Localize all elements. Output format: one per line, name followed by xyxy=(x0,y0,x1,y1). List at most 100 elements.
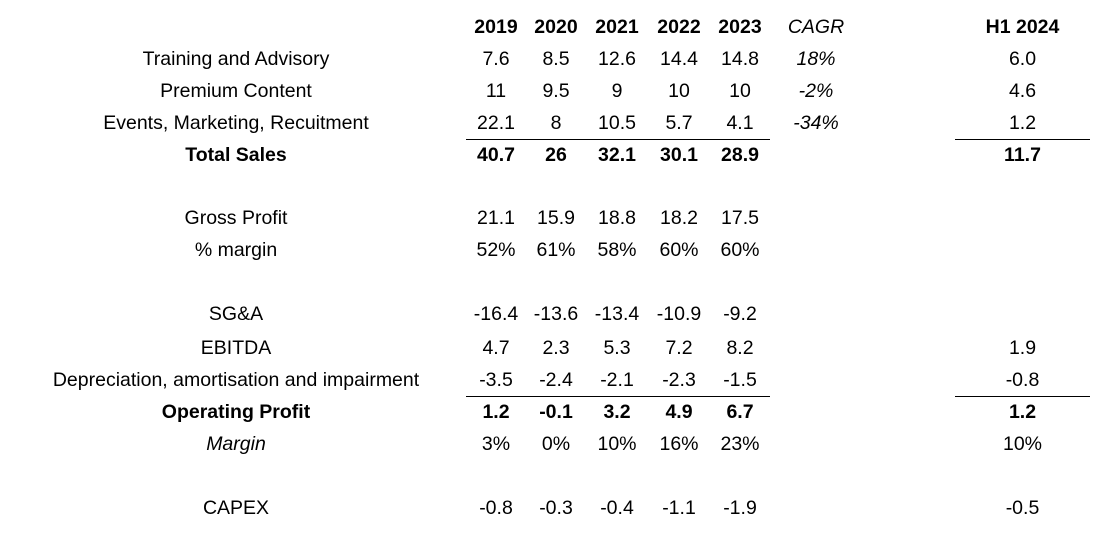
value-2023: 23% xyxy=(720,433,760,455)
value-cagr: -34% xyxy=(793,112,839,134)
table-row-ebitda: EBITDA 4.7 2.3 5.3 7.2 8.2 1.9 xyxy=(0,333,1114,363)
value-2022: 5.7 xyxy=(665,112,693,134)
value-2019: 11 xyxy=(485,80,507,102)
value-2021: 12.6 xyxy=(598,48,636,70)
row-label: % margin xyxy=(194,239,278,261)
value-2022: 16% xyxy=(659,433,699,455)
value-2021: 3.2 xyxy=(603,401,631,423)
value-2021: 18.8 xyxy=(598,207,636,229)
value-2020: 61% xyxy=(536,239,576,261)
row-label: Total Sales xyxy=(185,144,287,166)
value-2021: -13.4 xyxy=(594,303,640,325)
value-2019: 1.2 xyxy=(482,401,510,423)
operating-profit-rule-h1 xyxy=(955,396,1090,397)
value-2023: 14.8 xyxy=(721,48,759,70)
value-h1-2024: 10% xyxy=(1002,433,1043,455)
value-h1-2024: 11.7 xyxy=(1004,144,1041,166)
value-2023: 4.1 xyxy=(726,112,754,134)
column-header-cagr: CAGR xyxy=(787,16,845,38)
value-cagr: -2% xyxy=(798,80,834,102)
value-2023: 10 xyxy=(729,80,751,102)
value-2021: 5.3 xyxy=(603,337,631,359)
row-label: SG&A xyxy=(208,303,264,325)
value-2021: 10% xyxy=(597,433,637,455)
value-2022: 4.9 xyxy=(665,401,693,423)
value-2020: 2.3 xyxy=(542,337,570,359)
value-h1-2024: 4.6 xyxy=(1008,80,1037,102)
column-header-2021: 2021 xyxy=(595,16,639,38)
row-label: Events, Marketing, Recuitment xyxy=(103,112,369,134)
table-row-events-marketing: Events, Marketing, Recuitment 22.1 8 10.… xyxy=(0,108,1114,138)
value-2020: 0% xyxy=(541,433,571,455)
column-header-2019: 2019 xyxy=(474,16,518,38)
row-label: Premium Content xyxy=(160,80,312,102)
column-header-2022: 2022 xyxy=(657,16,701,38)
value-2023: -9.2 xyxy=(723,303,757,325)
value-2021: -0.4 xyxy=(600,497,634,519)
row-label: Gross Profit xyxy=(184,207,288,229)
value-2019: -16.4 xyxy=(473,303,519,325)
value-2020: -0.1 xyxy=(539,401,573,423)
column-header-2023: 2023 xyxy=(718,16,762,38)
value-h1-2024: 6.0 xyxy=(1008,48,1037,70)
value-cagr: 18% xyxy=(796,48,836,70)
column-header-h1-2024: H1 2024 xyxy=(985,16,1060,38)
value-2022: 60% xyxy=(659,239,699,261)
value-2020: 26 xyxy=(545,144,567,166)
value-2021: 32.1 xyxy=(598,144,636,166)
value-2019: 52% xyxy=(476,239,516,261)
value-2020: 8 xyxy=(550,112,562,134)
value-2023: 6.7 xyxy=(726,401,754,423)
row-label: Training and Advisory xyxy=(142,48,330,70)
value-2022: -2.3 xyxy=(662,369,696,391)
value-h1-2024: 1.2 xyxy=(1008,401,1037,423)
table-row-depreciation: Depreciation, amortisation and impairmen… xyxy=(0,365,1114,395)
row-label: Operating Profit xyxy=(161,401,311,423)
value-2021: 10.5 xyxy=(598,112,636,134)
value-2023: 8.2 xyxy=(726,337,754,359)
table-row-capex: CAPEX -0.8 -0.3 -0.4 -1.1 -1.9 -0.5 xyxy=(0,493,1114,523)
row-label: Margin xyxy=(206,433,266,455)
table-row-premium-content: Premium Content 11 9.5 9 10 10 -2% 4.6 xyxy=(0,76,1114,106)
value-2022: -1.1 xyxy=(662,497,696,519)
total-sales-rule-h1 xyxy=(955,139,1090,140)
table-row-total-sales: Total Sales 40.7 26 32.1 30.1 28.9 11.7 xyxy=(0,140,1114,170)
value-2020: -2.4 xyxy=(539,369,573,391)
value-2020: 8.5 xyxy=(542,48,570,70)
value-2019: 3% xyxy=(481,433,511,455)
value-2019: 7.6 xyxy=(482,48,510,70)
value-2022: 14.4 xyxy=(660,48,698,70)
value-2023: -1.5 xyxy=(723,369,757,391)
table-row-operating-profit: Operating Profit 1.2 -0.1 3.2 4.9 6.7 1.… xyxy=(0,397,1114,427)
value-h1-2024: 1.9 xyxy=(1008,337,1037,359)
value-2019: -0.8 xyxy=(479,497,513,519)
table-row-gross-profit: Gross Profit 21.1 15.9 18.8 18.2 17.5 xyxy=(0,203,1114,233)
value-2021: 9 xyxy=(611,80,623,102)
value-2020: 9.5 xyxy=(542,80,570,102)
value-2022: 7.2 xyxy=(665,337,693,359)
value-2020: -13.6 xyxy=(533,303,579,325)
row-label: CAPEX xyxy=(202,497,270,519)
table-row-gross-margin: % margin 52% 61% 58% 60% 60% xyxy=(0,235,1114,265)
table-row-training-advisory: Training and Advisory 7.6 8.5 12.6 14.4 … xyxy=(0,44,1114,74)
value-h1-2024: 1.2 xyxy=(1008,112,1037,134)
row-label: EBITDA xyxy=(200,337,272,359)
value-2022: 30.1 xyxy=(660,144,698,166)
value-2023: -1.9 xyxy=(723,497,757,519)
value-2022: -10.9 xyxy=(656,303,702,325)
value-2023: 28.9 xyxy=(721,144,759,166)
value-2019: 4.7 xyxy=(482,337,510,359)
column-header-2020: 2020 xyxy=(534,16,578,38)
value-2021: -2.1 xyxy=(600,369,634,391)
value-2021: 58% xyxy=(597,239,637,261)
row-label: Depreciation, amortisation and impairmen… xyxy=(52,369,420,391)
value-2022: 18.2 xyxy=(660,207,698,229)
value-h1-2024: -0.5 xyxy=(1005,497,1040,519)
value-2019: 21.1 xyxy=(477,207,515,229)
table-row-sga: SG&A -16.4 -13.6 -13.4 -10.9 -9.2 xyxy=(0,299,1114,329)
value-h1-2024: -0.8 xyxy=(1005,369,1040,391)
value-2020: -0.3 xyxy=(539,497,573,519)
value-2020: 15.9 xyxy=(537,207,575,229)
value-2019: -3.5 xyxy=(479,369,513,391)
